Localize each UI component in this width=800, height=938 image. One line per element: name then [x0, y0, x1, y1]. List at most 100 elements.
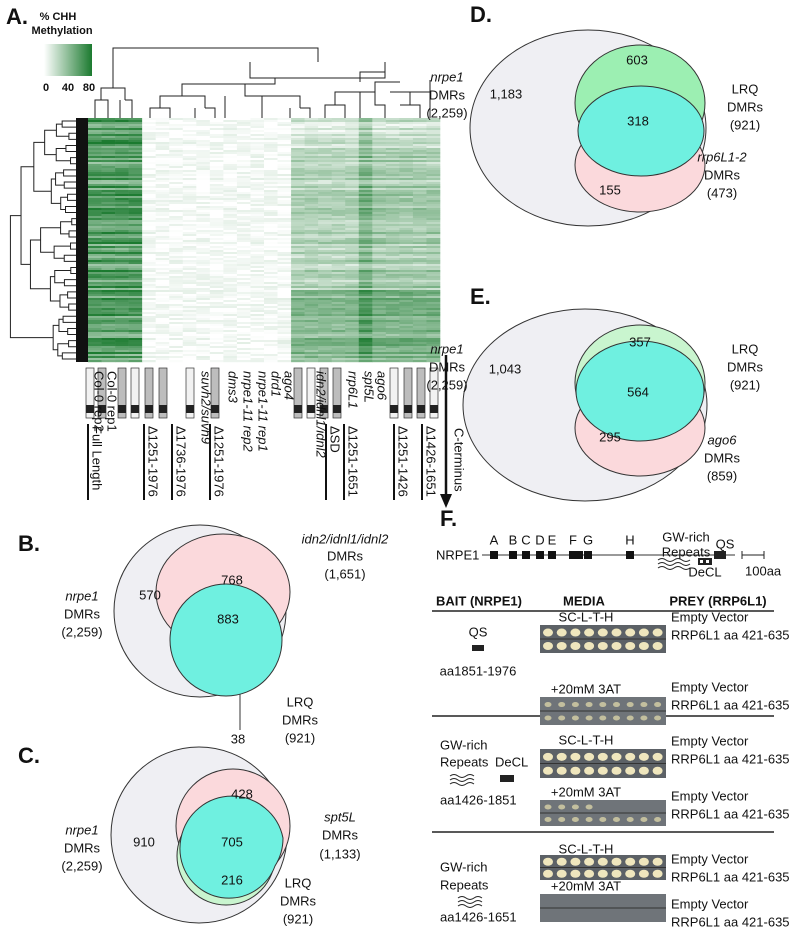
dendrogram-branch	[68, 230, 76, 238]
heatmap-cell	[169, 340, 184, 343]
heatmap-cell	[182, 226, 197, 229]
heatmap-cell	[236, 322, 251, 325]
heatmap-cell	[209, 250, 224, 253]
sample-label: dms3	[226, 371, 241, 404]
heatmap-cell	[399, 318, 414, 321]
heatmap-cell	[169, 124, 184, 127]
glyph-box	[131, 405, 139, 413]
heatmap-cell	[412, 216, 427, 219]
prey-label: Empty Vector	[671, 609, 749, 624]
heatmap-cell	[264, 318, 278, 321]
heatmap-cell	[142, 128, 156, 131]
heatmap-cell	[236, 150, 251, 153]
heatmap-cell	[169, 326, 184, 329]
heatmap-cell	[318, 322, 332, 325]
heatmap-cell	[250, 120, 265, 123]
heatmap-cell	[385, 274, 400, 277]
heatmap-cell	[345, 336, 360, 339]
heatmap-cell	[372, 164, 387, 167]
heatmap-cell	[155, 118, 170, 121]
region-count: 910	[133, 834, 155, 849]
heatmap-cell	[196, 288, 211, 291]
heatmap-cell	[372, 348, 387, 351]
heatmap-cell	[209, 156, 224, 159]
heatmap-cell	[264, 166, 278, 169]
heatmap-cell	[115, 254, 129, 257]
heatmap-cell	[291, 286, 305, 289]
heatmap-cell	[182, 140, 197, 143]
heatmap-cell	[277, 270, 292, 273]
region-count: 570	[139, 587, 161, 602]
heatmap-cell	[318, 162, 332, 165]
heatmap-cell	[426, 270, 441, 273]
heatmap-cell	[169, 258, 184, 261]
heatmap-cell	[358, 280, 373, 283]
heatmap-cell	[331, 258, 346, 261]
heatmap-cell	[331, 290, 346, 293]
heatmap-cell	[142, 296, 156, 299]
heatmap-cell	[88, 118, 102, 121]
heatmap-cell	[399, 230, 414, 233]
heatmap-cell	[115, 226, 129, 229]
heatmap-cell	[128, 326, 143, 329]
heatmap-cell	[426, 350, 441, 353]
heatmap-cell	[264, 226, 278, 229]
heatmap-cell	[304, 208, 319, 211]
heatmap-cell	[372, 254, 387, 257]
heatmap-cell	[142, 126, 156, 129]
heatmap-cell	[331, 120, 346, 123]
heatmap-cell	[196, 166, 211, 169]
heatmap-cell	[399, 186, 414, 189]
heatmap-cell	[318, 326, 332, 329]
heatmap-cell	[358, 350, 373, 353]
heatmap-cell	[128, 152, 143, 155]
heatmap-cell	[182, 314, 197, 317]
heatmap-cell	[115, 216, 129, 219]
heatmap-cell	[399, 204, 414, 207]
heatmap-cell	[101, 220, 116, 223]
heatmap-cell	[412, 276, 427, 279]
heatmap-cell	[318, 146, 332, 149]
heatmap-cell	[128, 174, 143, 177]
heatmap-cell	[345, 244, 360, 247]
heatmap-cell	[128, 334, 143, 337]
heatmap-cell	[236, 186, 251, 189]
media-label: SC-L-T-H	[559, 841, 614, 856]
heatmap-cell	[250, 198, 265, 201]
heatmap-cell	[345, 262, 360, 265]
heatmap-cell	[426, 196, 441, 199]
heatmap-cell	[345, 358, 360, 361]
heatmap-cell	[291, 326, 305, 329]
heatmap-cell	[399, 158, 414, 161]
heatmap-cell	[182, 238, 197, 241]
heatmap-cell	[223, 200, 238, 203]
heatmap-cell	[169, 320, 184, 323]
heatmap-cell	[277, 232, 292, 235]
heatmap-cell	[128, 266, 143, 269]
heatmap-cell	[209, 248, 224, 251]
heatmap-cell	[385, 244, 400, 247]
heatmap-cell	[155, 170, 170, 173]
heatmap-cell	[358, 200, 373, 203]
heatmap-cell	[264, 174, 278, 177]
heatmap-cell	[412, 162, 427, 165]
heatmap-cell	[318, 152, 332, 155]
heatmap-cell	[236, 158, 251, 161]
heatmap-cell	[236, 142, 251, 145]
heatmap-cell	[412, 286, 427, 289]
heatmap-cell	[196, 346, 211, 349]
heatmap-cell	[264, 346, 278, 349]
heatmap-cell	[372, 146, 387, 149]
heatmap-cell	[169, 350, 184, 353]
heatmap-cell	[277, 126, 292, 129]
heatmap-cell	[277, 320, 292, 323]
heatmap-cell	[182, 276, 197, 279]
heatmap-cell	[88, 248, 102, 251]
heatmap-cell	[291, 290, 305, 293]
heatmap-cell	[372, 336, 387, 339]
heatmap-cell	[291, 304, 305, 307]
heatmap-cell	[223, 254, 238, 257]
heatmap-cell	[358, 302, 373, 305]
heatmap-cell	[196, 328, 211, 331]
heatmap-cell	[88, 350, 102, 353]
